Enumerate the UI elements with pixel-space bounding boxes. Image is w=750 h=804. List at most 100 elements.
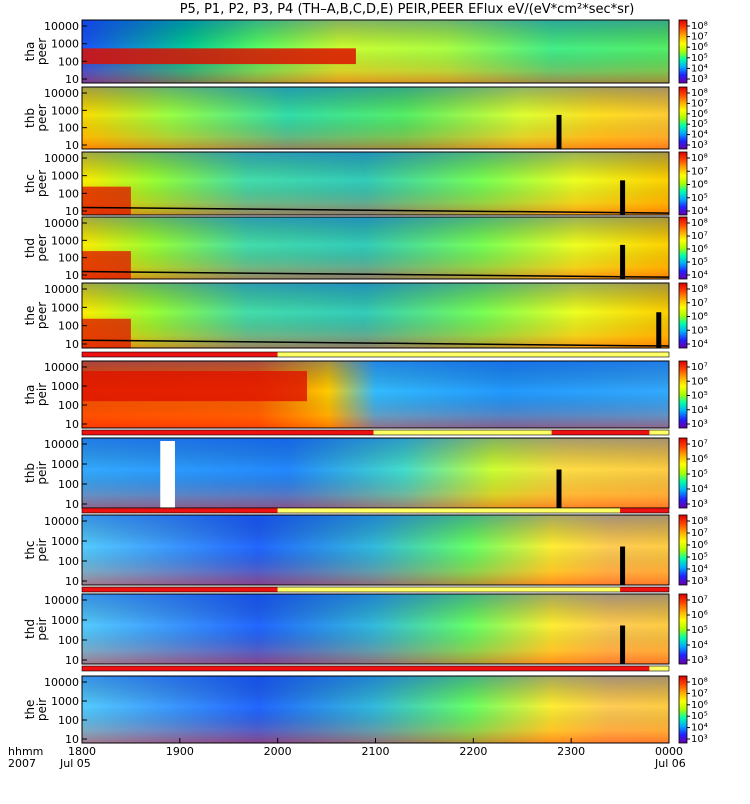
y-tick-label: 1000 — [51, 104, 79, 117]
panel-frame — [81, 593, 670, 665]
energy-shading — [82, 438, 669, 508]
y-tick-label: 10 — [65, 139, 79, 152]
y-tick-label: 1000 — [51, 535, 79, 548]
mode-bar-segment-red — [82, 508, 278, 513]
colorbar-tick-label: 10⁵ — [691, 119, 708, 130]
energy-shading — [82, 676, 669, 743]
y-tick-label: 10 — [65, 654, 79, 667]
panel-frame — [81, 151, 670, 216]
colorbar — [678, 675, 688, 744]
y-tick-label: 1000 — [51, 38, 79, 51]
colorbar-tick-label: 10⁸ — [691, 284, 708, 295]
spacecraft-potential-line — [81, 339, 670, 347]
x-tick-label: 2200 — [459, 745, 487, 758]
colorbar-tick-label: 10⁷ — [691, 595, 708, 606]
y-tick-label: 1000 — [51, 170, 79, 183]
mode-bar-segment-yellow — [649, 430, 669, 435]
colorbar — [678, 437, 688, 509]
mode-bar — [81, 429, 670, 436]
colorbar-tick-label: 10⁵ — [691, 469, 708, 480]
y-tick-label: 1000 — [51, 380, 79, 393]
colorbar-tick-label: 10⁶ — [691, 454, 708, 465]
colorbar-tick-label: 10⁷ — [691, 439, 708, 450]
panel-instrument-label: peer — [35, 302, 49, 329]
y-tick-label: 100 — [58, 252, 79, 265]
mode-bar-segment-yellow — [649, 666, 669, 671]
energy-shading — [82, 152, 669, 215]
colorbar-tick-label: 10⁴ — [691, 723, 708, 734]
colorbar-tick-label: 10⁴ — [691, 63, 708, 74]
colorbar-tick-label: 10⁴ — [691, 339, 708, 350]
colorbar-tick-label: 10⁵ — [691, 193, 708, 204]
colorbar-tick-label: 10³ — [691, 74, 708, 85]
colorbar-tick-label: 10⁸ — [691, 218, 708, 229]
panel-frame — [81, 514, 670, 586]
data-void-marker — [656, 312, 662, 348]
mode-bar-frame — [81, 586, 670, 593]
panel-instrument-label: peir — [35, 617, 49, 640]
panel-probe-label: thc — [23, 541, 37, 560]
y-tick-label: 10000 — [44, 152, 79, 165]
colorbar-tick-label: 10⁷ — [691, 688, 708, 699]
colorbar-tick-label: 10³ — [691, 734, 708, 745]
time-axis: hhmm 2007 Jul 05 Jul 06 1800 1900 2000 2100… — [8, 738, 686, 770]
x-axis-date-end: Jul 06 — [654, 757, 686, 770]
figure-title: P5, P1, P2, P3, P4 (TH–A,B,C,D,E) PEIR,P… — [180, 2, 635, 17]
y-tick-label: 10000 — [44, 20, 79, 33]
colorbar-tick-label: 10³ — [691, 655, 708, 666]
colorbar — [678, 282, 688, 349]
colorbar — [678, 514, 688, 586]
colorbar — [678, 216, 688, 280]
x-axis-date-start: Jul 05 — [59, 757, 91, 770]
colorbar — [678, 86, 688, 150]
mode-bar-segment-red — [620, 508, 669, 513]
mode-bar-segment-red — [620, 587, 669, 592]
x-tick-label: 0000 — [655, 745, 683, 758]
colorbar-tick-label: 10⁸ — [691, 677, 708, 688]
panel-instrument-label: peir — [35, 538, 49, 561]
mode-bar-segment-red — [82, 666, 650, 671]
colorbar-tick-label: 10⁷ — [691, 298, 708, 309]
mode-bar — [81, 665, 670, 672]
x-tick-label: 1800 — [68, 745, 96, 758]
panel-probe-label: thb — [23, 108, 37, 128]
y-tick-label: 10 — [65, 73, 79, 86]
energy-shading — [82, 283, 669, 348]
y-tick-label: 10000 — [44, 361, 79, 374]
spacecraft-potential-line — [81, 270, 670, 278]
data-void-marker — [620, 244, 626, 279]
mode-bar — [81, 351, 670, 358]
high-flux-band — [82, 371, 308, 402]
colorbar-tick-label: 10⁶ — [691, 700, 708, 711]
colorbar-tick-label: 10⁶ — [691, 610, 708, 621]
data-void-marker — [620, 180, 626, 215]
mode-bar — [81, 586, 670, 593]
colorbar-tick-label: 10⁵ — [691, 711, 708, 722]
mode-bar — [81, 507, 670, 514]
y-tick-label: 10 — [65, 205, 79, 218]
y-tick-label: 10000 — [44, 676, 79, 689]
y-tick-label: 1000 — [51, 301, 79, 314]
panel-instrument-label: peer — [35, 38, 49, 65]
high-flux-band — [82, 251, 131, 279]
panel-probe-label: thd — [23, 238, 37, 258]
panel-instrument-label: peer — [35, 170, 49, 197]
panel-probe-label: the — [23, 700, 37, 720]
mode-bar-segment-yellow — [277, 352, 669, 357]
colorbar-tick-label: 10⁸ — [691, 21, 708, 32]
colorbar-tick-label: 10⁶ — [691, 244, 708, 255]
mode-bars — [81, 351, 670, 672]
colorbar-tick-label: 10⁸ — [691, 153, 708, 164]
y-tick-label: 10000 — [44, 594, 79, 607]
data-void-marker — [556, 114, 562, 149]
y-tick-label: 10000 — [44, 283, 79, 296]
colorbar-tick-label: 10³ — [691, 576, 708, 587]
panel-instrument-label: peir — [35, 383, 49, 406]
